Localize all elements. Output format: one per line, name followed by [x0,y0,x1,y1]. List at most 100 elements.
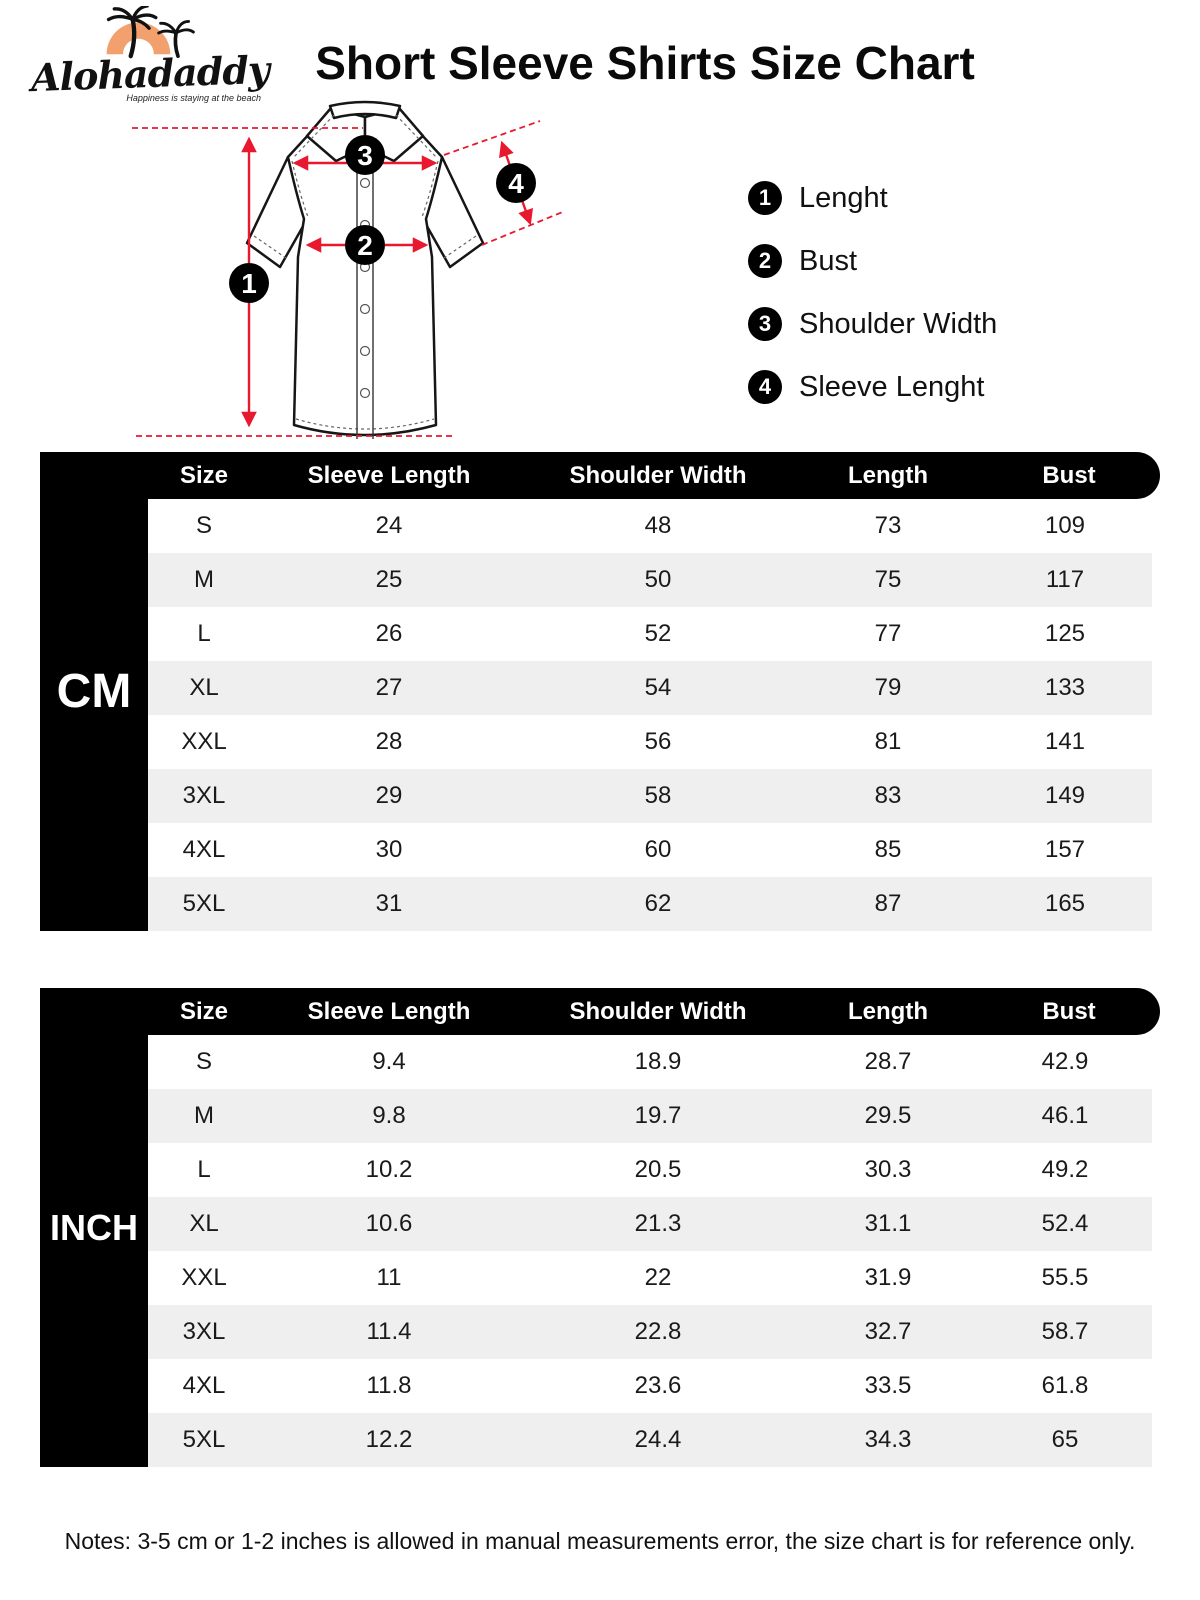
table-row: 4XL 30 60 85 157 [148,823,1152,877]
size-table-inch: INCH Size Sleeve Length Shoulder Width Leng… [40,988,1160,1467]
column-header: Shoulder Width [569,997,747,1025]
table-row: 3XL 11.4 22.8 32.7 58.7 [148,1305,1152,1359]
svg-text:1: 1 [241,268,257,299]
table-cell: 141 [1044,728,1086,755]
notes-text: Notes: 3-5 cm or 1-2 inches is allowed i… [64,1528,1136,1554]
table-cell: 24 [375,512,403,539]
svg-text:2: 2 [357,230,373,261]
measure-point-1: 1 [229,263,269,303]
size-table-cm: CM Size Sleeve Length Shoulder Width Length… [40,452,1160,931]
table-cell: 19.7 [634,1102,682,1129]
table-cell: 83 [874,782,902,809]
table-cell: 60 [644,836,672,863]
table-row: M 9.8 19.7 29.5 46.1 [148,1089,1152,1143]
table-cell: 23.6 [634,1372,682,1399]
legend-item: 2 Bust [748,243,997,279]
table-row: M 25 50 75 117 [148,553,1152,607]
table-row: XXL 11 22 31.9 55.5 [148,1251,1152,1305]
table-cell: 27 [375,674,403,701]
table-cell: 26 [375,620,403,647]
table-cell: 157 [1044,836,1086,863]
column-header: Shoulder Width [569,461,747,489]
table-cell: L [197,1156,211,1183]
table-row: XL 27 54 79 133 [148,661,1152,715]
table-cell: 4XL [182,1372,226,1399]
measure-point-4: 4 [496,163,536,203]
legend-number-badge: 2 [748,244,782,278]
table-cell: 54 [644,674,672,701]
table-cell: 52.4 [1041,1210,1089,1237]
table-row: XL 10.6 21.3 31.1 52.4 [148,1197,1152,1251]
table-cell: 22.8 [634,1318,682,1345]
table-cell: 11 [376,1264,402,1291]
table-cell: 85 [874,836,902,863]
table-cell: 65 [1051,1426,1079,1453]
table-cell: 31.9 [864,1264,912,1291]
table-cell: 11.4 [366,1318,412,1345]
table-cell: 52 [644,620,672,647]
table-cell: 29 [375,782,403,809]
table-cell: 34.3 [864,1426,912,1453]
legend-number-badge: 4 [748,370,782,404]
unit-label: INCH [50,1206,138,1248]
column-header: Bust [1042,997,1096,1025]
table-cell: 12.2 [365,1426,413,1453]
table-cell: S [195,1048,212,1075]
table-cell: 58.7 [1041,1318,1089,1345]
table-cell: 125 [1044,620,1086,647]
table-cell: 5XL [182,1426,226,1453]
table-cell: 29.5 [864,1102,912,1129]
table-cell: 73 [874,512,902,539]
table-cell: L [197,620,211,647]
shirt-placket [356,149,374,439]
column-header: Size [179,997,229,1025]
table-cell: 31.1 [864,1210,912,1237]
legend-label: Lenght [799,181,888,214]
svg-text:3: 3 [357,140,373,171]
table-cell: 22 [644,1264,672,1291]
sun-icon [106,22,171,55]
table-cell: XL [189,1210,219,1237]
table-cell: 133 [1044,674,1086,701]
table-cell: 4XL [182,836,226,863]
table-cell: M [194,1102,214,1129]
table-cell: 21.3 [634,1210,682,1237]
table-row: 4XL 11.8 23.6 33.5 61.8 [148,1359,1152,1413]
table-cell: XXL [181,728,227,755]
measurement-guides [132,120,566,437]
table-cell: 55.5 [1041,1264,1089,1291]
column-header: Sleeve Length [307,461,471,489]
table-cell: 24.4 [634,1426,682,1453]
legend-item: 4 Sleeve Lenght [748,369,997,405]
table-cell: 75 [874,566,902,593]
table-header-row: Size Sleeve Length Shoulder Width Length Bus… [40,988,1160,1035]
table-cell: 25 [375,566,403,593]
unit-rail-inch: INCH [40,988,148,1467]
table-cell: 49.2 [1041,1156,1089,1183]
palm-tree-right-icon [157,19,195,58]
measure-point-2: 2 [345,225,385,265]
table-row: 3XL 29 58 83 149 [148,769,1152,823]
table-cell: 56 [644,728,672,755]
palm-tree-left-icon [106,6,158,59]
table-cell: XXL [181,1264,227,1291]
unit-rail-cm: CM [40,452,148,931]
legend-label: Bust [799,244,858,277]
legend-label: Sleeve Lenght [799,370,985,403]
table-cell: S [195,512,212,539]
unit-label: CM [56,665,132,718]
table-cell: 9.8 [372,1102,406,1129]
table-row: 5XL 12.2 24.4 34.3 65 [148,1413,1152,1467]
table-cell: 30.3 [864,1156,912,1183]
table-row: L 10.2 20.5 30.3 49.2 [148,1143,1152,1197]
table-cell: 33.5 [864,1372,912,1399]
table-cell: 28.7 [864,1048,912,1075]
table-cell: 30 [375,836,403,863]
column-header: Sleeve Length [307,997,471,1025]
table-cell: 46.1 [1041,1102,1089,1129]
table-cell: 165 [1044,890,1086,917]
table-cell: 31 [375,890,403,917]
table-body: S 9.4 18.9 28.7 42.9 M 9.8 19.7 29.5 46.1 L 10.2 20.… [148,1035,1152,1467]
table-row: S 24 48 73 109 [148,499,1152,553]
